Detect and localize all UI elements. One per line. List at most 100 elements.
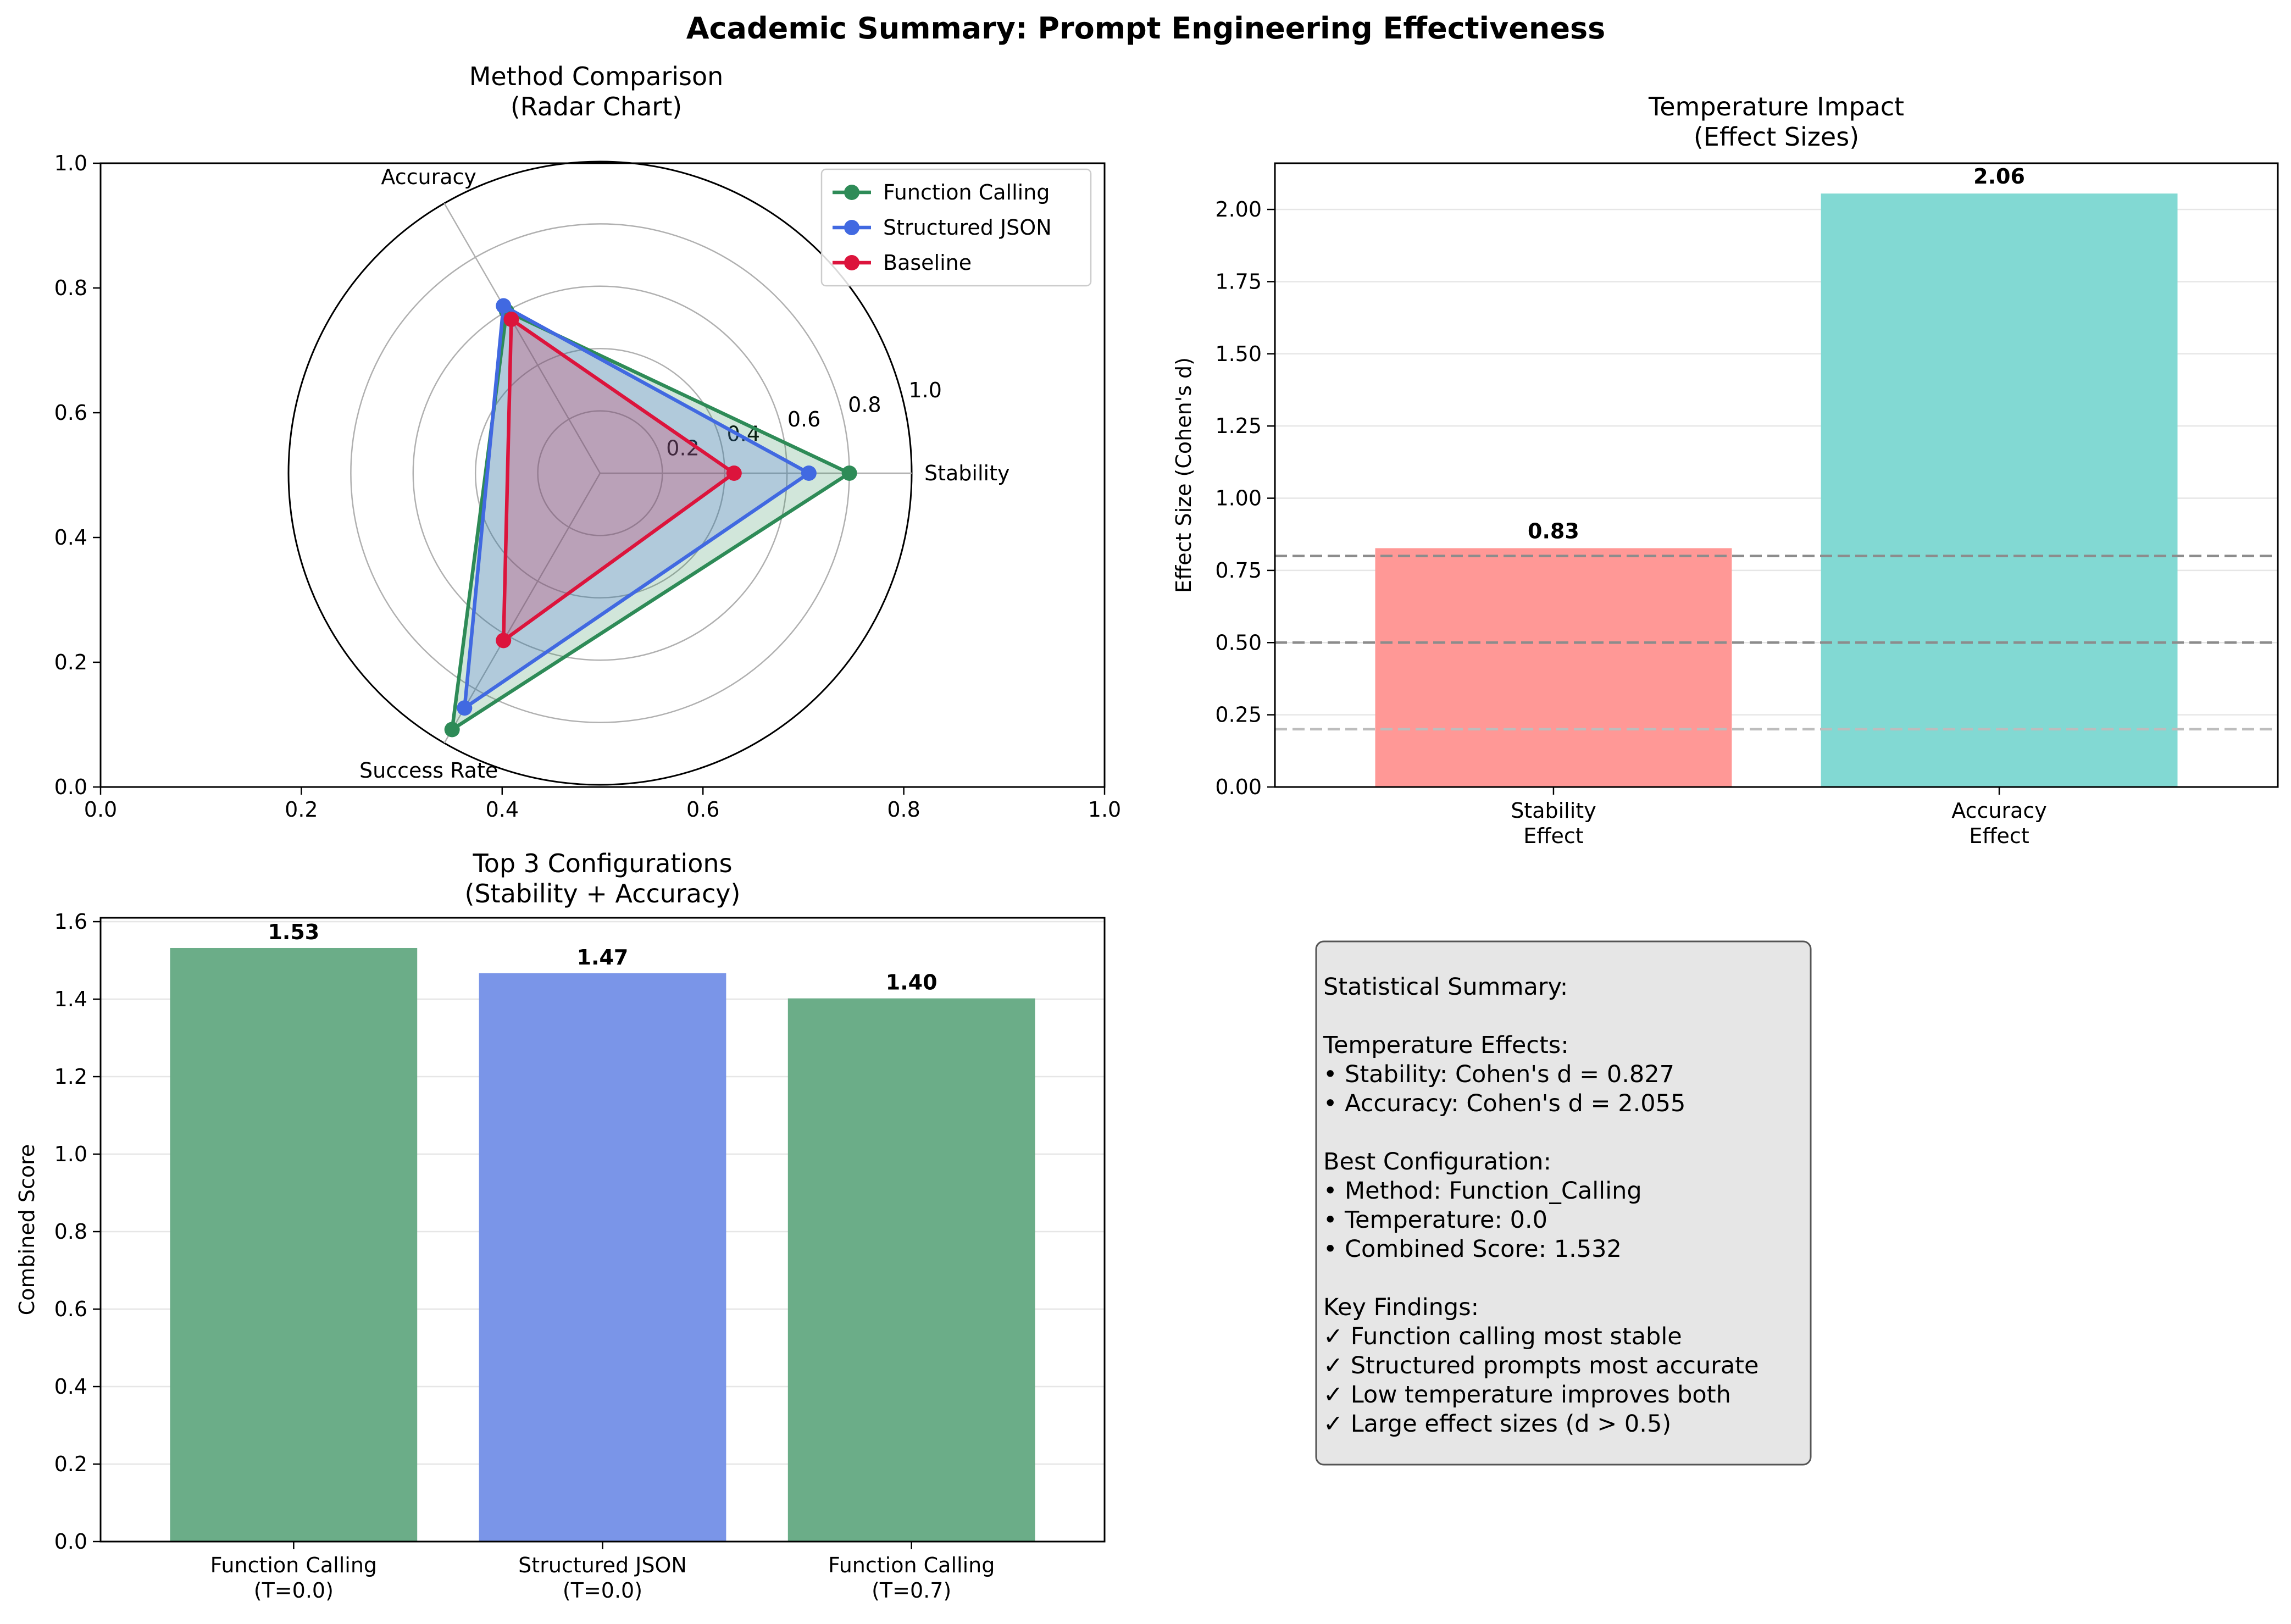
temp-bar bbox=[1821, 193, 2178, 788]
radar-radial-tick-label: 0.6 bbox=[787, 407, 820, 431]
radar-point bbox=[841, 465, 857, 481]
summary-line: Key Findings: bbox=[1323, 1294, 1479, 1321]
radar-radial-tick-label: 0.8 bbox=[848, 393, 881, 417]
summary-line: Statistical Summary: bbox=[1323, 973, 1568, 1001]
temperature-effect-chart: 0.00 0.25 0.50 0.75 1.00 1.25 1.50 1.75 2.00 0.83… bbox=[1172, 92, 2279, 848]
temp-x-tick-label: Accuracy bbox=[1951, 799, 2047, 823]
radar-area-function-calling bbox=[452, 311, 850, 730]
radar-y-tick-label: 0.4 bbox=[54, 525, 87, 550]
summary-line: ✓ Structured prompts most accurate bbox=[1323, 1352, 1759, 1379]
radar-x-tick-label: 0.4 bbox=[486, 797, 519, 822]
summary-line: ✓ Function calling most stable bbox=[1323, 1323, 1682, 1350]
summary-line: • Method: Function_Calling bbox=[1323, 1177, 1642, 1205]
top3-y-tick-label: 0.2 bbox=[54, 1452, 87, 1476]
radar-axis-label: Accuracy bbox=[381, 165, 476, 189]
top3-bar bbox=[170, 947, 418, 1542]
summary-line: ✓ Low temperature improves both bbox=[1323, 1381, 1731, 1409]
summary-line: • Combined Score: 1.532 bbox=[1323, 1235, 1622, 1263]
top3-y-tick-label: 0.0 bbox=[54, 1529, 87, 1554]
top3-x-tick-label: Function Calling bbox=[210, 1553, 377, 1577]
temp-y-tick-label: 1.75 bbox=[1215, 269, 1262, 293]
radar-outer-frame bbox=[99, 162, 1106, 788]
radar-axis-label: Success Rate bbox=[359, 758, 498, 783]
top3-x-tick-label: (T=0.0) bbox=[254, 1578, 334, 1603]
temp-y-axis-label: Effect Size (Cohen's d) bbox=[1172, 357, 1196, 593]
radar-line-baseline bbox=[501, 317, 735, 642]
summary-box-background bbox=[1315, 940, 1812, 1466]
figure-title: Academic Summary: Prompt Engineering Eff… bbox=[686, 11, 1605, 46]
summary-line: ✓ Large effect sizes (d > 0.5) bbox=[1323, 1410, 1671, 1438]
top3-bar-value-label: 1.40 bbox=[886, 971, 938, 995]
summary-line: Temperature Effects: bbox=[1323, 1032, 1569, 1059]
top3-bar-value-label: 1.47 bbox=[577, 945, 629, 969]
radar-point bbox=[496, 298, 512, 314]
radar-y-tick-label: 0.6 bbox=[54, 401, 87, 425]
summary-line: • Accuracy: Cohen's d = 2.055 bbox=[1323, 1090, 1685, 1117]
top3-bar bbox=[479, 973, 726, 1542]
top3-y-tick-label: 0.8 bbox=[54, 1220, 87, 1244]
top3-y-tick-label: 1.2 bbox=[54, 1065, 87, 1089]
top3-y-tick-label: 1.0 bbox=[54, 1142, 87, 1166]
radar-radial-tick-label: 1.0 bbox=[908, 378, 941, 402]
radar-point bbox=[496, 633, 512, 649]
radar-y-tick-label: 0.2 bbox=[54, 650, 87, 674]
temp-y-tick-label: 0.00 bbox=[1215, 775, 1262, 799]
radar-axis-label: Stability bbox=[924, 461, 1010, 485]
statistical-summary-box: Statistical Summary: Temperature Effects:… bbox=[1315, 940, 1812, 1466]
temp-y-tick-label: 0.75 bbox=[1215, 558, 1262, 583]
temp-y-tick-label: 1.50 bbox=[1215, 342, 1262, 366]
radar-line-function-calling bbox=[450, 309, 851, 731]
top3-x-tick-label: (T=0.0) bbox=[563, 1578, 642, 1603]
radar-radial-tick-label: 0.2 bbox=[666, 436, 699, 461]
radar-x-tick-label: 0.0 bbox=[84, 797, 117, 822]
top3-bar-value-label: 1.53 bbox=[268, 920, 319, 944]
legend-marker bbox=[844, 255, 859, 270]
temp-y-tick-label: 1.25 bbox=[1215, 414, 1262, 438]
radar-point bbox=[444, 722, 460, 738]
radar-x-tick-label: 0.6 bbox=[686, 797, 719, 822]
summary-line: Best Configuration: bbox=[1323, 1148, 1551, 1176]
radar-point bbox=[726, 465, 742, 481]
temp-y-tick-label: 0.25 bbox=[1215, 703, 1262, 727]
radar-point bbox=[457, 700, 473, 716]
radar-legend bbox=[820, 168, 1092, 287]
radar-point bbox=[503, 312, 519, 328]
legend-label: Structured JSON bbox=[883, 215, 1052, 240]
temp-axes-frame bbox=[1274, 162, 2279, 788]
legend-label: Function Calling bbox=[883, 180, 1050, 204]
radar-y-tick-label: 1.0 bbox=[54, 151, 87, 175]
top3-y-tick-label: 1.6 bbox=[54, 910, 87, 934]
radar-title-line: (Radar Chart) bbox=[511, 92, 682, 121]
legend-label: Baseline bbox=[883, 251, 972, 275]
temp-bar-value-label: 2.06 bbox=[1973, 164, 2025, 189]
summary-line: • Temperature: 0.0 bbox=[1323, 1206, 1547, 1234]
temp-title-line: Temperature Impact bbox=[1648, 92, 1904, 121]
top3-y-tick-label: 0.4 bbox=[54, 1374, 87, 1399]
temp-x-tick-label: Effect bbox=[1523, 824, 1583, 848]
temp-bar-value-label: 0.83 bbox=[1528, 519, 1579, 543]
top3-y-tick-label: 1.4 bbox=[54, 987, 87, 1011]
legend-marker bbox=[844, 220, 859, 235]
top3-title-line: (Stability + Accuracy) bbox=[465, 879, 741, 908]
temp-y-tick-label: 2.00 bbox=[1215, 197, 1262, 221]
top3-x-tick-label: Structured JSON bbox=[518, 1553, 687, 1577]
top3-bar bbox=[787, 998, 1035, 1542]
radar-spoke bbox=[443, 203, 601, 474]
top-configurations-chart: 0.0 0.2 0.4 0.6 0.8 1.0 1.2 1.4 1.6 1.53 Function … bbox=[15, 849, 1106, 1603]
radar-line-structured-json bbox=[463, 304, 810, 710]
radar-area-baseline bbox=[503, 319, 734, 641]
temp-x-tick-label: Stability bbox=[1511, 799, 1596, 823]
temp-x-tick-label: Effect bbox=[1969, 824, 2029, 848]
summary-line: • Stability: Cohen's d = 0.827 bbox=[1323, 1061, 1674, 1088]
radar-y-tick-label: 0.8 bbox=[54, 276, 87, 300]
radar-y-tick-label: 0.0 bbox=[54, 775, 87, 799]
top3-title-line: Top 3 Configurations bbox=[472, 849, 732, 878]
top3-y-tick-label: 0.6 bbox=[54, 1297, 87, 1321]
radar-x-tick-label: 0.8 bbox=[887, 797, 920, 822]
top3-axes-frame bbox=[99, 917, 1106, 1543]
top3-y-axis-label: Combined Score bbox=[15, 1144, 39, 1316]
legend-marker bbox=[844, 185, 859, 200]
radar-x-tick-label: 0.2 bbox=[285, 797, 318, 822]
temp-y-tick-label: 0.50 bbox=[1215, 630, 1262, 655]
